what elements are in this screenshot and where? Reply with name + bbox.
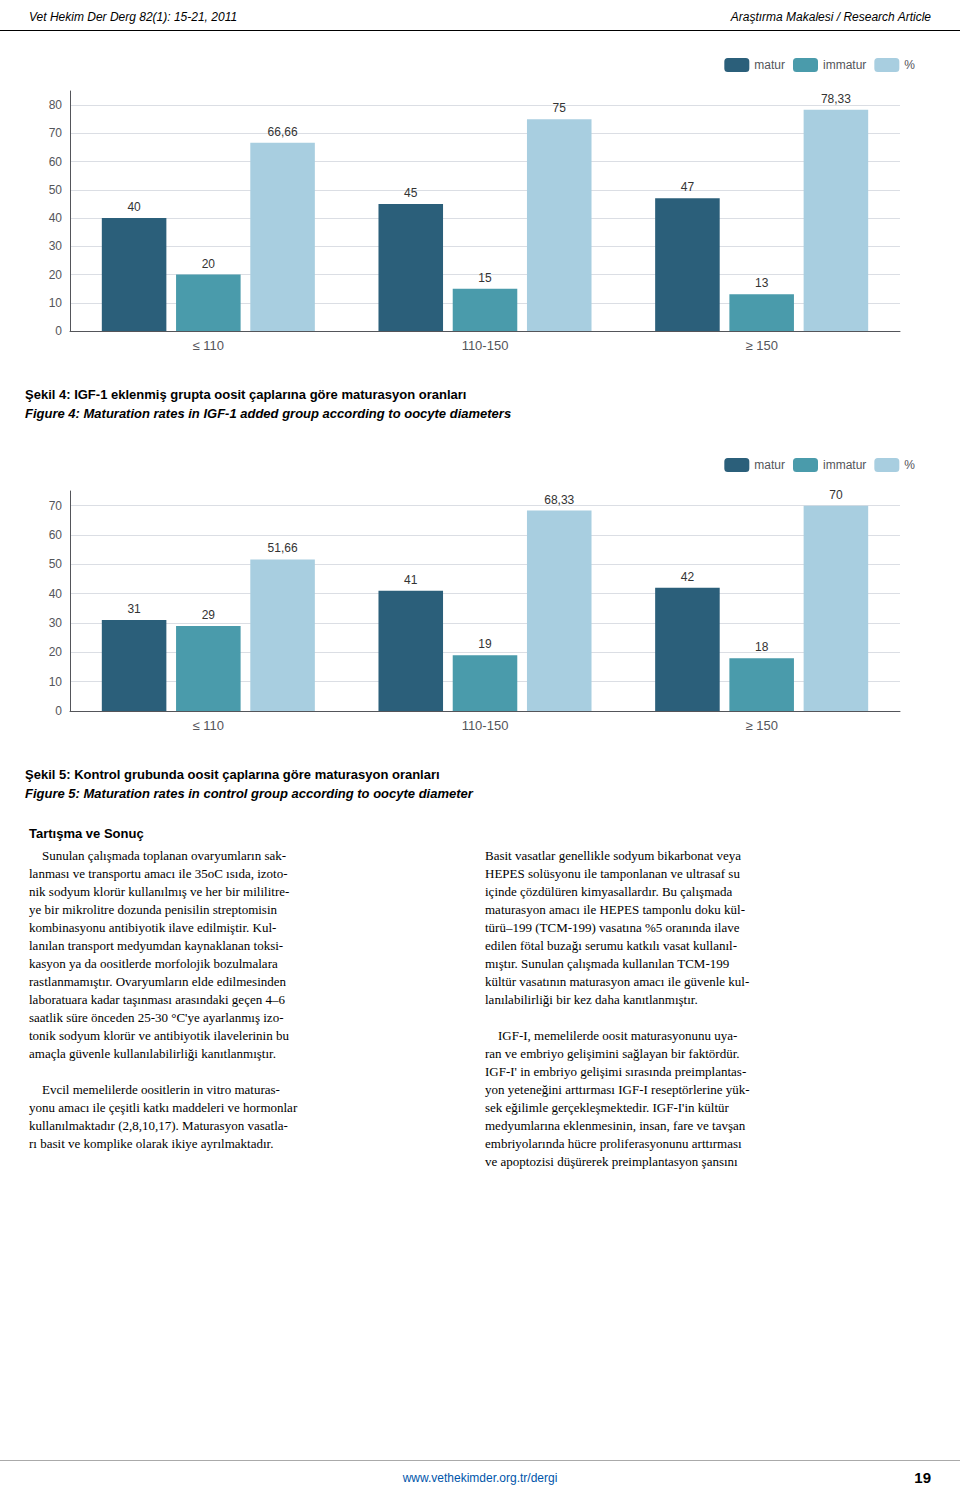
svg-text:60: 60 <box>49 528 63 542</box>
html-text:19: 19 <box>914 1469 931 1486</box>
svg-text:19: 19 <box>478 637 492 651</box>
svg-text:18: 18 <box>755 640 769 654</box>
svg-text:immatur: immatur <box>823 58 866 72</box>
svg-text:matur: matur <box>754 58 785 72</box>
svg-text:15: 15 <box>478 271 492 285</box>
svg-text:80: 80 <box>49 98 63 112</box>
svg-text:50: 50 <box>49 183 63 197</box>
html-text:Tartışma ve Sonuç: Tartışma ve Sonuç <box>29 826 144 841</box>
svg-text:75: 75 <box>553 101 567 115</box>
svg-text:70: 70 <box>49 499 63 513</box>
svg-text:42: 42 <box>681 570 695 584</box>
svg-text:60: 60 <box>49 155 63 169</box>
svg-text:≤ 110: ≤ 110 <box>193 338 224 353</box>
svg-text:10: 10 <box>49 675 63 689</box>
svg-text:0: 0 <box>55 704 62 718</box>
svg-text:78,33: 78,33 <box>821 92 851 106</box>
svg-text:≥ 150: ≥ 150 <box>745 338 777 353</box>
svg-text:%: % <box>904 458 915 472</box>
svg-text:20: 20 <box>49 645 63 659</box>
html-text:Araştırma Makalesi / Research: Araştırma Makalesi / Research Article <box>730 10 931 24</box>
html-text:Basit vasatlar genellikle sody: Basit vasatlar genellikle sodyum bikarbo… <box>485 848 750 1169</box>
svg-text:31: 31 <box>127 602 141 616</box>
svg-text:matur: matur <box>754 458 785 472</box>
svg-text:51,66: 51,66 <box>268 541 298 555</box>
svg-text:50: 50 <box>49 557 63 571</box>
svg-text:≥ 150: ≥ 150 <box>745 718 777 733</box>
svg-text:40: 40 <box>127 200 141 214</box>
svg-text:66,66: 66,66 <box>268 125 298 139</box>
svg-text:110-150: 110-150 <box>462 338 509 353</box>
svg-text:40: 40 <box>49 211 63 225</box>
svg-text:40: 40 <box>49 587 63 601</box>
svg-text:45: 45 <box>404 186 418 200</box>
svg-text:immatur: immatur <box>823 458 866 472</box>
svg-text:70: 70 <box>829 488 843 502</box>
svg-text:70: 70 <box>49 126 63 140</box>
html-text:Vet Hekim Der Derg 82(1): 15-2: Vet Hekim Der Derg 82(1): 15-21, 2011 <box>29 10 238 24</box>
html-text:Sunulan çalışmada toplanan ova: Sunulan çalışmada toplanan ovaryumların … <box>29 848 298 1151</box>
svg-text:%: % <box>904 58 915 72</box>
html-text:www.vethekimder.org.tr/dergi: www.vethekimder.org.tr/dergi <box>402 1471 558 1485</box>
svg-text:110-150: 110-150 <box>462 718 509 733</box>
svg-text:41: 41 <box>404 573 418 587</box>
svg-text:Şekil 4: IGF-1 eklenmiş grupta: Şekil 4: IGF-1 eklenmiş grupta oosit çap… <box>25 387 466 402</box>
svg-text:Figure 5: Maturation rates in: Figure 5: Maturation rates in control gr… <box>25 786 474 801</box>
svg-text:Şekil 5: Kontrol grubunda oosi: Şekil 5: Kontrol grubunda oosit çapların… <box>25 767 440 782</box>
svg-text:Figure 4: Maturation rates in: Figure 4: Maturation rates in IGF-1 adde… <box>25 406 511 421</box>
svg-text:13: 13 <box>755 276 769 290</box>
svg-text:47: 47 <box>681 180 695 194</box>
svg-text:30: 30 <box>49 616 63 630</box>
svg-text:20: 20 <box>49 268 63 282</box>
svg-text:29: 29 <box>202 608 216 622</box>
svg-text:30: 30 <box>49 239 63 253</box>
svg-text:20: 20 <box>202 257 216 271</box>
svg-text:10: 10 <box>49 296 63 310</box>
svg-text:0: 0 <box>55 324 62 338</box>
svg-text:≤ 110: ≤ 110 <box>193 718 224 733</box>
svg-text:68,33: 68,33 <box>544 493 574 507</box>
